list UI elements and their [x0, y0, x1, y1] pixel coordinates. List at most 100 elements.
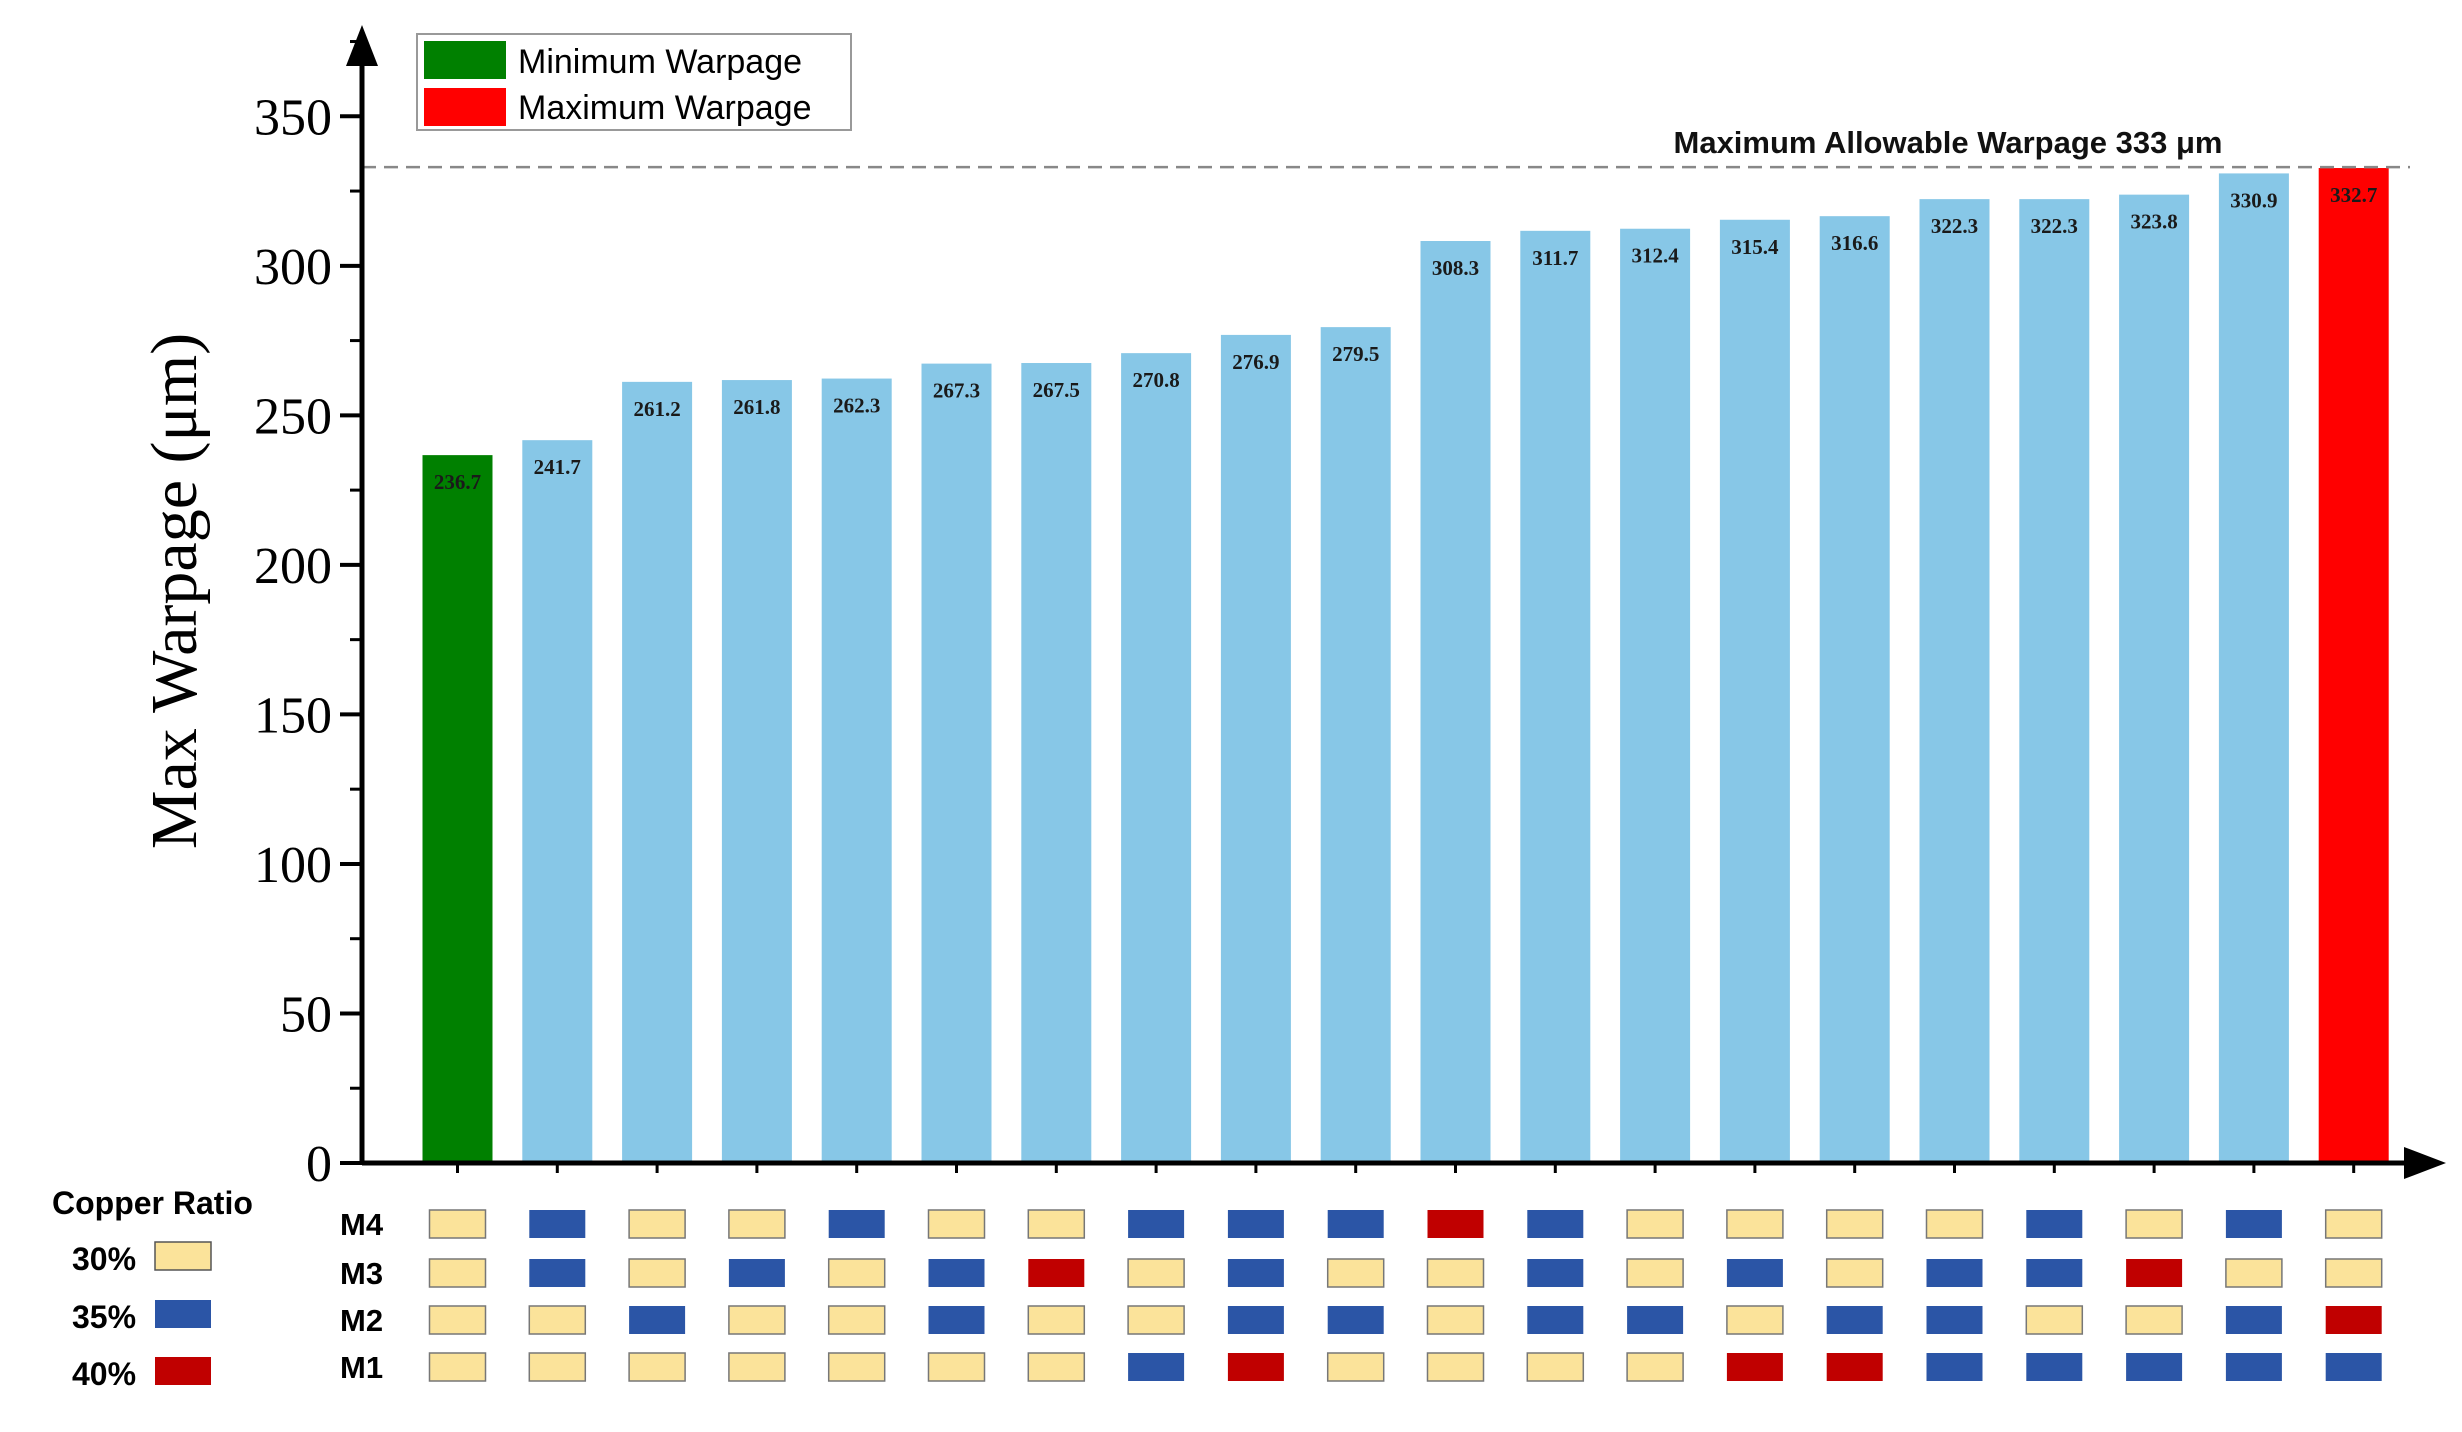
layer-label: M4 — [340, 1207, 384, 1242]
ratio-cell — [928, 1259, 985, 1287]
layer-label: M2 — [340, 1303, 383, 1338]
ratio-cell — [1726, 1209, 1784, 1239]
bar — [1819, 216, 1890, 1164]
ratio-cell — [1426, 1305, 1485, 1335]
ratio-cell — [1227, 1259, 1284, 1287]
y-tick-label: 50 — [280, 986, 332, 1043]
bars-layer: 236.7 241.7 261.2 261.8 262.3 267.3 267.5 270.8… — [422, 168, 2389, 1173]
bar-value-label: 312.4 — [1631, 244, 1679, 268]
ratio-cell — [2025, 1305, 2084, 1335]
ratio-cell — [1027, 1352, 1086, 1382]
ratio-cell — [2324, 1209, 2383, 1239]
ratio-cell — [1426, 1258, 1485, 1288]
bar-value-label: 315.4 — [1731, 235, 1779, 259]
bar-value-label: 261.2 — [633, 397, 680, 421]
bar-value-label: 323.8 — [2130, 210, 2177, 234]
bar-value-label: 322.3 — [2031, 214, 2078, 238]
y-ticks: 0 50 100 150 200 250 300 350 — [254, 40, 362, 1193]
ratio-cell — [728, 1209, 786, 1239]
y-tick-label: 150 — [254, 687, 332, 744]
ratio-cell — [1526, 1352, 1585, 1382]
x-axis-arrow — [2404, 1147, 2446, 1179]
bar-value-label: 241.7 — [534, 455, 581, 479]
bar — [1520, 230, 1591, 1164]
bar — [1719, 219, 1790, 1163]
ratio-cell — [2026, 1259, 2083, 1287]
ratio-cell — [928, 1306, 985, 1334]
ratio-cell — [1925, 1209, 1984, 1239]
ratio-cell — [1926, 1306, 1983, 1334]
ratio-swatch-35 — [155, 1300, 211, 1328]
ratio-cell — [1027, 1209, 1086, 1239]
ratio-cell — [2126, 1353, 2183, 1381]
y-tick-label: 100 — [254, 837, 332, 894]
bar — [1121, 353, 1192, 1163]
ratio-cell — [2324, 1258, 2383, 1288]
bar — [2119, 194, 2190, 1163]
ratio-cell — [1327, 1306, 1384, 1334]
y-tick-label: 200 — [254, 538, 332, 595]
ratio-cell — [728, 1259, 785, 1287]
ratio-cell — [1128, 1353, 1185, 1381]
ratio-cell — [1926, 1353, 1983, 1381]
ratio-cell — [2225, 1353, 2282, 1381]
ratio-cell — [1227, 1210, 1284, 1238]
ratio-cell — [728, 1352, 786, 1382]
bar — [1320, 327, 1391, 1163]
ratio-cell — [2325, 1306, 2382, 1334]
ratio-cell — [1327, 1210, 1384, 1238]
bar — [1021, 363, 1092, 1163]
ratio-cell — [2325, 1353, 2382, 1381]
bar — [821, 378, 892, 1163]
bar-value-label: 308.3 — [1432, 256, 1479, 280]
ratio-cell — [1627, 1306, 1684, 1334]
ratio-cell — [628, 1258, 686, 1288]
bar-value-label: 236.7 — [434, 470, 481, 494]
ratio-swatch-40 — [155, 1357, 211, 1385]
ratio-cell — [428, 1305, 487, 1335]
legend-swatch-max — [424, 88, 506, 126]
bar — [721, 380, 792, 1163]
ratio-cell — [2026, 1210, 2083, 1238]
copper-ratio-title: Copper Ratio — [52, 1185, 253, 1221]
y-axis-arrow — [346, 25, 378, 66]
bar — [1420, 240, 1491, 1163]
bar — [921, 363, 992, 1163]
bar-value-label: 267.5 — [1033, 378, 1080, 402]
bar-value-label: 330.9 — [2230, 188, 2277, 212]
bar — [2318, 168, 2389, 1164]
ratio-cell — [827, 1305, 886, 1335]
ratio-cell — [529, 1259, 586, 1287]
layer-label: M1 — [340, 1350, 383, 1385]
bar-value-label: 261.8 — [733, 395, 780, 419]
bar-value-label: 262.3 — [833, 394, 880, 418]
bar — [1220, 334, 1291, 1164]
ratio-cell — [529, 1210, 586, 1238]
copper-ratio-legend: Copper Ratio 30% 35% 40% — [52, 1185, 253, 1392]
ratio-cell — [1527, 1259, 1584, 1287]
ratio-cell — [629, 1306, 686, 1334]
ratio-cell — [428, 1352, 487, 1382]
bar-value-label: 332.7 — [2330, 183, 2377, 207]
ratio-cell — [927, 1352, 986, 1382]
ratio-cell — [628, 1209, 686, 1239]
reference-layer: Maximum Allowable Warpage 333 μm — [362, 125, 2410, 169]
ratio-cell — [1128, 1210, 1185, 1238]
ratio-cell — [1626, 1258, 1684, 1288]
legend-label-max: Maximum Warpage — [518, 89, 811, 127]
ratio-cell — [428, 1258, 487, 1288]
bar-value-label: 276.9 — [1232, 350, 1279, 374]
ratio-cell — [1027, 1305, 1086, 1335]
ratio-cell — [2125, 1209, 2183, 1239]
y-tick-label: 300 — [254, 239, 332, 296]
ratio-label-40: 40% — [72, 1356, 136, 1392]
ratio-cell — [1826, 1306, 1883, 1334]
bar — [2019, 199, 2090, 1163]
layer-label: M3 — [340, 1256, 383, 1291]
bar — [1919, 199, 1990, 1163]
bar — [2218, 173, 2289, 1163]
reference-line-label: Maximum Allowable Warpage 333 μm — [1674, 125, 2223, 160]
axes — [346, 25, 2446, 1179]
ratio-cell — [528, 1352, 587, 1382]
